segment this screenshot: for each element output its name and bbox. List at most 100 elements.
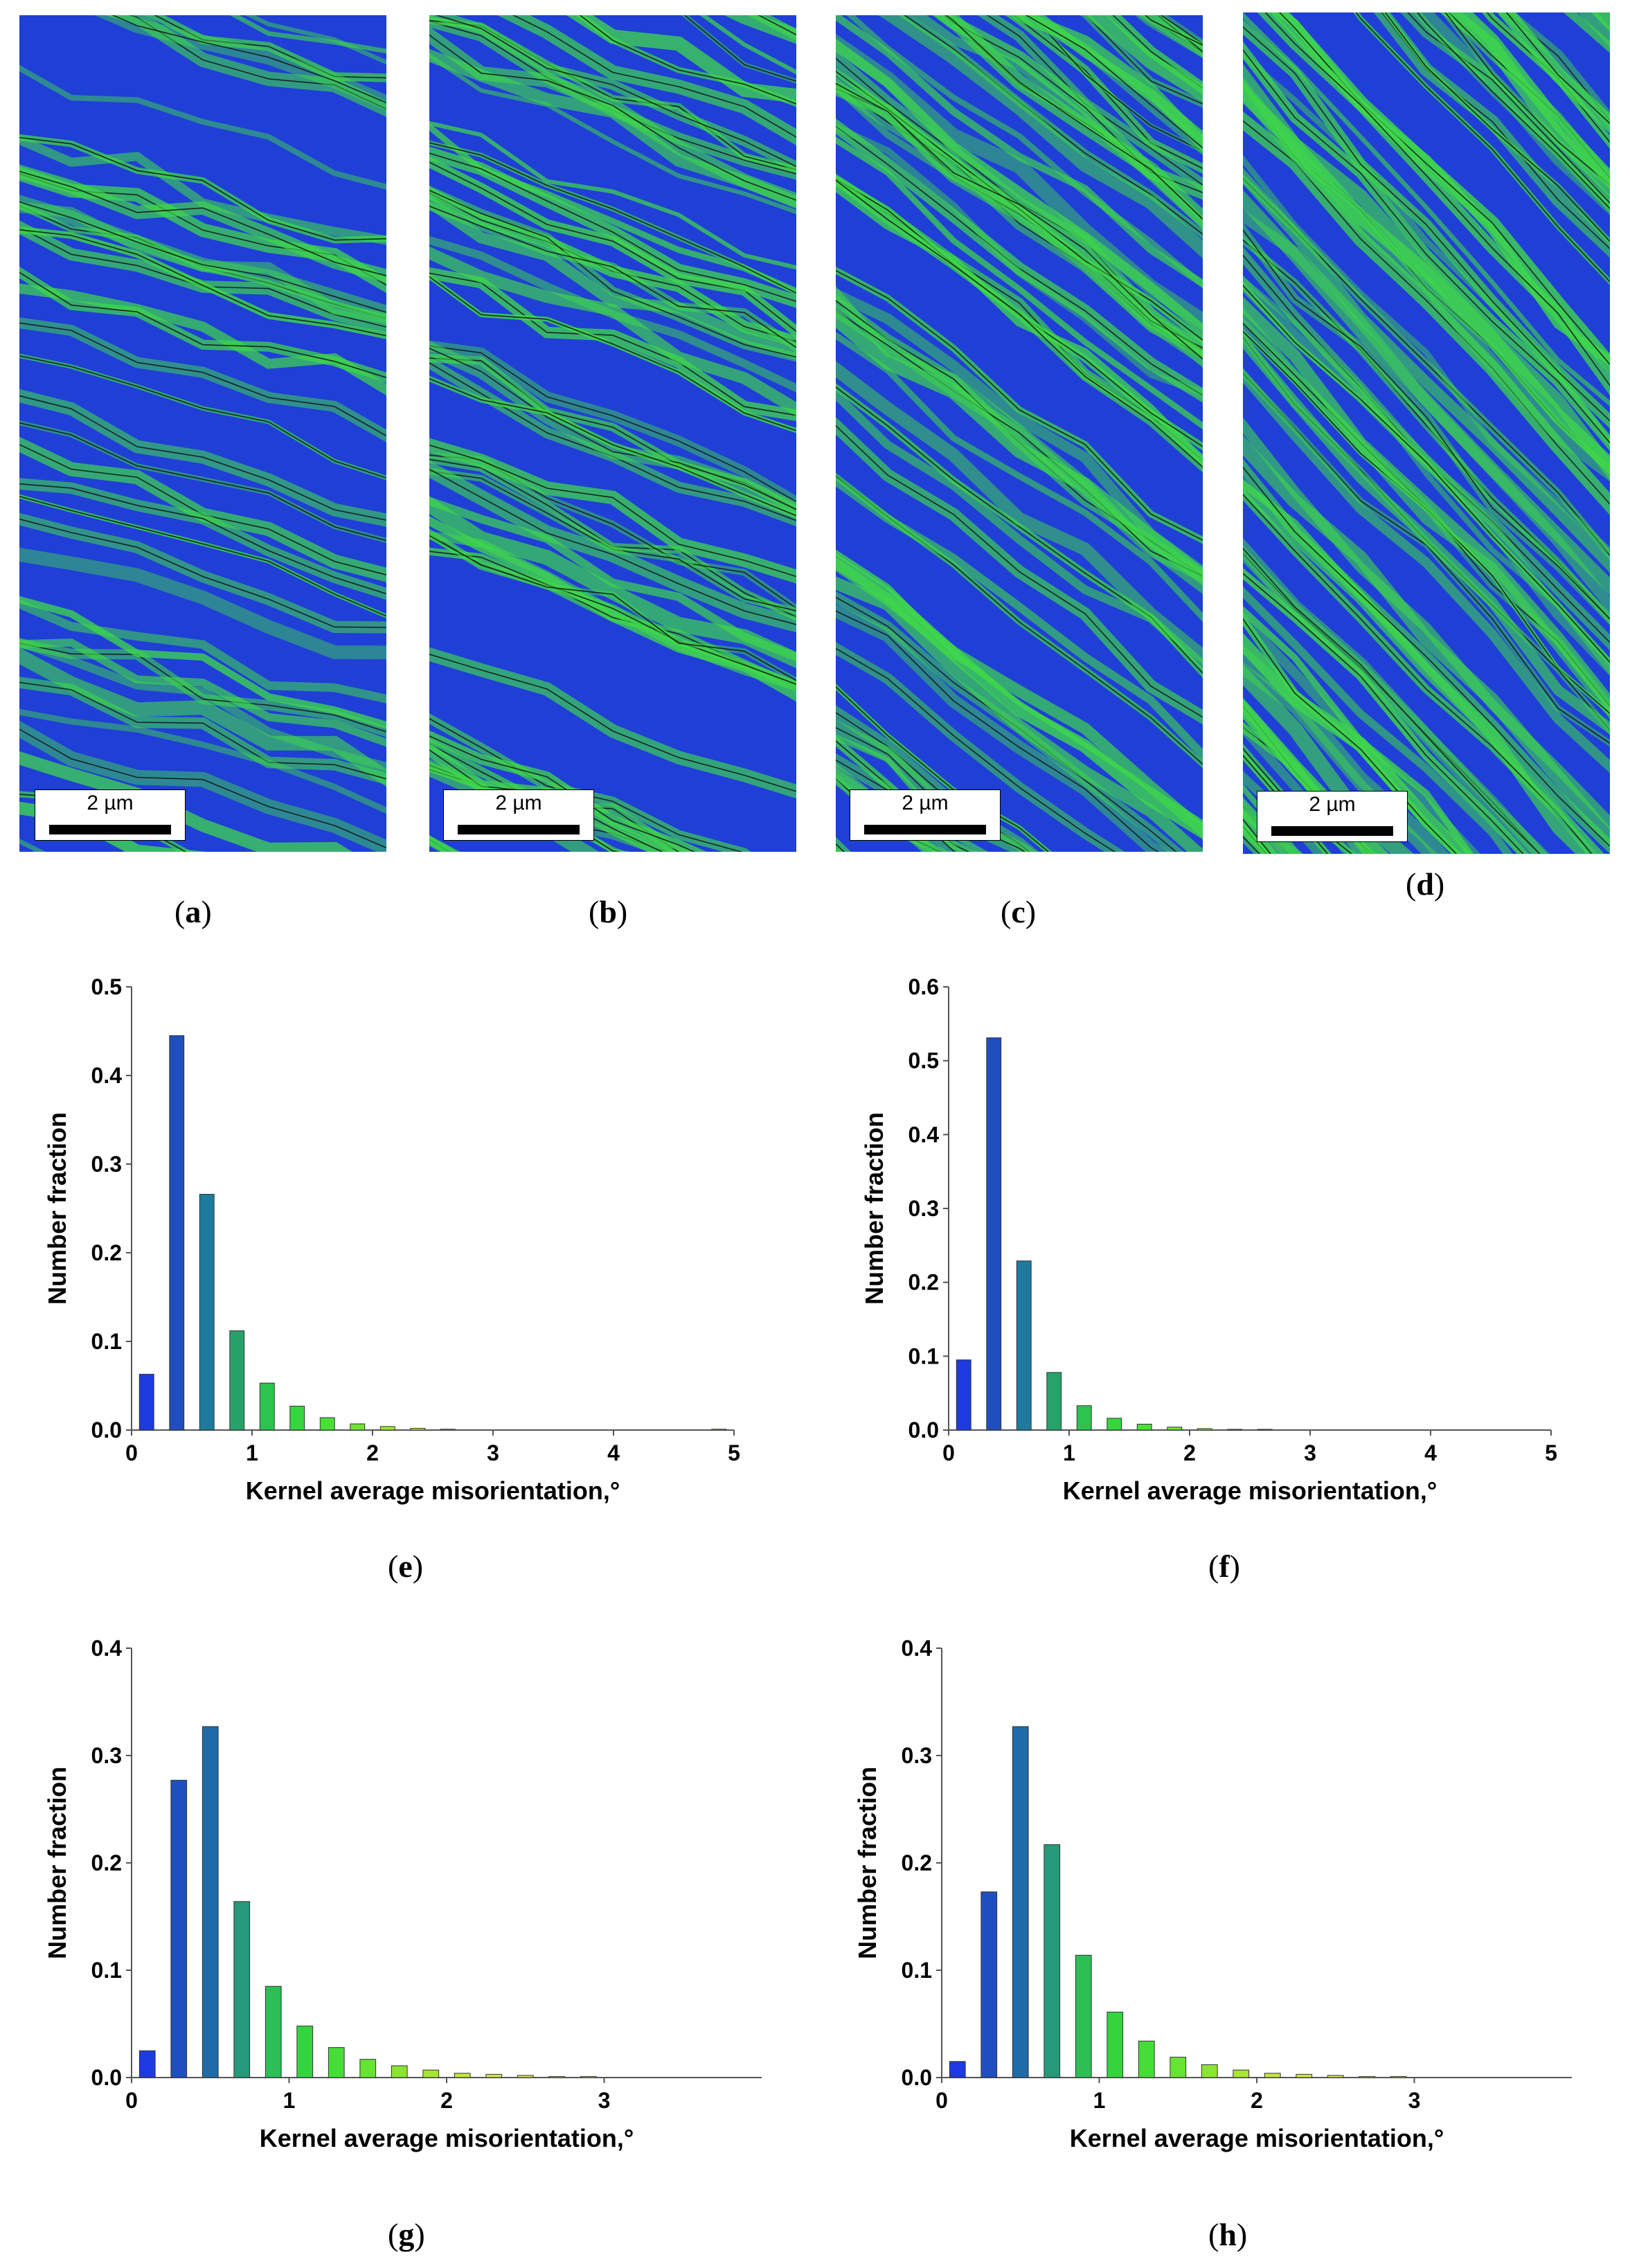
bar	[1197, 1428, 1212, 1431]
histogram-g-svg: 0.0 0.1 0.2 0.3 0.4 0 1 2 3 Kernel average misori…	[43, 1636, 762, 2152]
bar	[1016, 1260, 1032, 1431]
panel-label-g: (g)	[388, 2217, 425, 2252]
bar	[980, 1891, 998, 2078]
bar	[289, 1405, 305, 1431]
bar	[359, 2059, 377, 2078]
y-axis-label: Number fraction	[43, 1112, 71, 1305]
bar	[1012, 1726, 1029, 2078]
histogram-f: 0.0 0.1 0.2 0.3 0.4 0.5 0.6 0 1 2 3 4 5 Kernel averag…	[859, 966, 1593, 1534]
x-axis-label: Kernel average misorientation,°	[246, 1476, 620, 1505]
x-tick-label: 3	[598, 2088, 611, 2113]
bar	[1201, 2064, 1218, 2078]
kam-map-b: 2 µm	[429, 15, 796, 852]
y-tick-label: 0.1	[91, 1958, 122, 1983]
bar	[138, 1373, 154, 1431]
bar	[1107, 2011, 1124, 2078]
y-tick-label: 0.0	[902, 2065, 932, 2090]
bar	[440, 1429, 456, 1431]
y-tick-label: 0.6	[908, 974, 939, 999]
plot-area: 0.0 0.1 0.2 0.3 0.4 0 1 2 3 Kernel average misori…	[853, 1636, 1572, 2152]
bar	[1390, 2075, 1407, 2078]
y-tick-label: 0.2	[902, 1850, 932, 1875]
bar	[548, 2075, 566, 2078]
bar	[259, 1382, 275, 1431]
x-axis-label: Kernel average misorientation,°	[1063, 1476, 1438, 1505]
histogram-e-svg: 0.0 0.1 0.2 0.3 0.4 0.5 0 1 2 3 4 5 Kernel average m…	[43, 974, 740, 1505]
y-tick-label: 0.1	[91, 1329, 122, 1354]
bar	[229, 1330, 245, 1431]
bar	[956, 1359, 971, 1431]
x-tick-label: 1	[1063, 1440, 1075, 1465]
plot-area: 0.0 0.1 0.2 0.3 0.4 0 1 2 3 Kernel average misori…	[43, 1636, 762, 2152]
bar	[296, 2026, 314, 2078]
y-axis-label: Number fraction	[853, 1767, 881, 1959]
x-tick-label: 1	[246, 1440, 258, 1465]
y-tick-label: 0.3	[91, 1743, 122, 1768]
y-tick-label: 0.1	[902, 1958, 932, 1983]
plot-area: 0.0 0.1 0.2 0.3 0.4 0.5 0 1 2 3 4 5 Kernel average m…	[43, 974, 740, 1505]
bar	[422, 2069, 440, 2078]
bar	[1327, 2075, 1344, 2078]
bar	[233, 1901, 251, 2078]
panel-label-d: (d)	[1406, 866, 1445, 902]
histogram-h-svg: 0.0 0.1 0.2 0.3 0.4 0 1 2 3 Kernel average misori…	[853, 1636, 1572, 2152]
y-tick-label: 0.4	[91, 1063, 123, 1088]
bar	[1044, 1844, 1061, 2078]
bar	[379, 1426, 395, 1431]
y-tick-label: 0.0	[91, 2065, 122, 2090]
y-tick-label: 0.2	[91, 1240, 122, 1265]
bar	[485, 2073, 503, 2078]
scale-line-a	[49, 825, 171, 834]
bar	[1046, 1372, 1062, 1431]
y-tick-label: 0.2	[91, 1850, 122, 1875]
panel-label-e: (e)	[388, 1548, 424, 1584]
y-tick-label: 0.1	[908, 1343, 939, 1368]
bar	[949, 2061, 966, 2078]
x-tick-label: 5	[728, 1440, 740, 1465]
kam-map-a-texture	[19, 15, 386, 852]
kam-map-c: 2 µm	[836, 15, 1203, 852]
scale-text-d: 2 µm	[1309, 793, 1356, 816]
bar	[1136, 1423, 1152, 1431]
x-tick-label: 0	[935, 2088, 948, 2113]
x-tick-label: 3	[1304, 1440, 1316, 1465]
x-tick-label: 3	[487, 1440, 499, 1465]
panel-label-h: (h)	[1208, 2217, 1248, 2252]
x-tick-label: 0	[942, 1440, 955, 1465]
bar	[1233, 2069, 1250, 2078]
kam-map-d: 2 µm	[1243, 12, 1610, 854]
bar	[265, 1985, 282, 2078]
x-tick-label: 4	[607, 1440, 620, 1465]
bar	[1170, 2057, 1187, 2078]
x-axis-label: Kernel average misorientation,°	[1070, 2124, 1444, 2152]
plot-area: 0.0 0.1 0.2 0.3 0.4 0.5 0.6 0 1 2 3 4 5 Kernel averag…	[860, 974, 1557, 1505]
y-tick-label: 0.3	[908, 1196, 939, 1221]
x-tick-label: 1	[283, 2088, 296, 2113]
x-tick-label: 4	[1424, 1440, 1437, 1465]
y-axis-label: Number fraction	[860, 1112, 888, 1305]
bar	[201, 1726, 219, 2078]
bar	[319, 1417, 335, 1431]
histogram-e: 0.0 0.1 0.2 0.3 0.4 0.5 0 1 2 3 4 5 Kernel average m…	[42, 966, 776, 1534]
panel-label-f: (f)	[1208, 1548, 1240, 1584]
bar	[199, 1194, 215, 1431]
scale-bar-d: 2 µm	[1257, 791, 1408, 842]
y-tick-label: 0.4	[908, 1122, 940, 1147]
bar	[711, 1429, 727, 1431]
y-tick-label: 0.5	[91, 974, 122, 999]
scale-bar-a: 2 µm	[35, 789, 186, 841]
scale-line-d	[1271, 826, 1393, 836]
bar	[1076, 1405, 1092, 1431]
y-tick-label: 0.5	[908, 1048, 939, 1073]
x-tick-label: 2	[366, 1440, 379, 1465]
y-tick-label: 0.2	[908, 1270, 939, 1295]
bar	[391, 2065, 408, 2078]
kam-map-b-texture	[429, 15, 796, 852]
x-axis-label: Kernel average misorientation,°	[260, 2124, 634, 2152]
bar	[1075, 1954, 1092, 2078]
scale-bar-b: 2 µm	[443, 789, 594, 841]
bar	[1138, 2040, 1155, 2078]
bar	[350, 1423, 366, 1431]
y-tick-label: 0.0	[908, 1418, 939, 1443]
scale-line-c	[864, 825, 986, 834]
